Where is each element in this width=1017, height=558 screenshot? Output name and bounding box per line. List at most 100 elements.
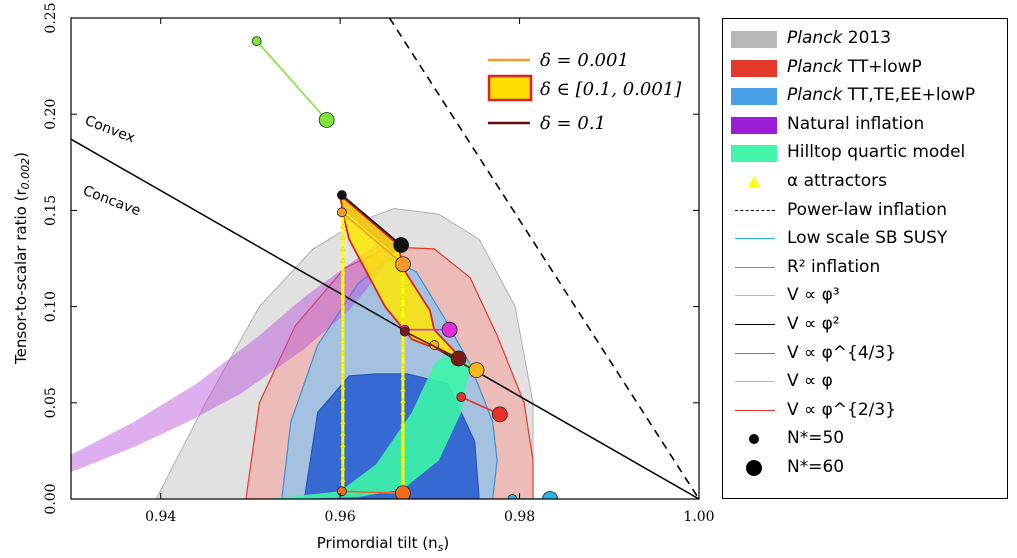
legend-triangle-marker: [748, 176, 760, 187]
alpha-attractor-marker: [400, 317, 406, 323]
confidence-regions: [71, 207, 534, 499]
alpha-attractor-marker: [400, 351, 406, 357]
series-point-0-n50: [251, 36, 262, 46]
legend-entry: V ∝ φ^{4/3}: [723, 340, 1007, 368]
alpha-attractor-marker: [339, 476, 346, 482]
alpha-attractor-marker: [339, 234, 346, 240]
region-natural-inflation: [71, 245, 394, 473]
legend-label: V ∝ φ^{2/3}: [787, 399, 897, 420]
alpha-attractor-marker: [400, 455, 406, 461]
alpha-attractor-marker: [339, 419, 346, 425]
legend-label: V ∝ φ^{4/3}: [787, 342, 897, 363]
inset-label-delta-01: δ = 0.1: [540, 113, 606, 134]
y-tick-label: 0.25: [43, 2, 59, 33]
legend-line: [735, 266, 775, 268]
series-point-4-n50: [456, 392, 467, 402]
series-point-4-n60: [491, 406, 508, 423]
legend-swatch: [731, 59, 777, 77]
alpha-attractor-marker: [400, 363, 406, 369]
inset-label-delta-range: δ ∈ [0.1, 0.001]: [540, 79, 682, 100]
alpha-attractor-marker: [400, 340, 406, 346]
legend-line: [735, 352, 775, 354]
alpha-attractor-marker: [339, 257, 346, 263]
alpha-attractor-marker: [339, 396, 346, 402]
legend-entry: V ∝ φ^{2/3}: [723, 397, 1007, 425]
legend-swatch: [731, 31, 777, 48]
alpha-attractor-marker: [339, 372, 346, 379]
alpha-attractor-marker: [400, 270, 406, 277]
legend-label: V ∝ φ: [787, 371, 833, 392]
legend-entry: Planck TT,TE,EE+lowP: [723, 82, 1007, 110]
alpha-attractor-marker: [339, 292, 346, 298]
annotation-convex: Convex: [83, 113, 137, 147]
alpha-attractor-marker: [400, 374, 406, 380]
legend-label: N*=50: [787, 428, 845, 449]
series-point-3-n60: [468, 362, 485, 378]
legend-label: V ∝ φ³: [787, 285, 840, 306]
alpha-attractor-marker: [339, 338, 346, 344]
legend-line: [735, 238, 775, 240]
y-axis-label: Tensor-to-scalar ratio (r0.002): [12, 152, 32, 365]
legend-swatch: [731, 88, 777, 106]
alpha-attractor-marker: [339, 269, 346, 275]
legend-label: Low scale SB SUSY: [787, 228, 948, 249]
legend-label: α attractors: [787, 171, 888, 191]
alpha-attractor-marker: [339, 430, 346, 436]
legend-entry: N*=50: [723, 425, 1007, 453]
alpha-attractor-marker: [400, 432, 406, 438]
legend-label: Natural inflation: [787, 113, 925, 134]
annotation-concave: Concave: [81, 183, 143, 220]
x-tick-label: 0.94: [145, 509, 176, 525]
alpha-attractor-marker: [339, 315, 346, 321]
series-line-7: [341, 490, 403, 495]
legend-entry: V ∝ φ²: [723, 311, 1007, 339]
alpha-attractor-marker: [339, 407, 346, 413]
series-point-5-n50: [337, 207, 347, 218]
legend-entry: V ∝ φ³: [723, 282, 1007, 310]
x-axis-label: Primordial tilt (ns): [317, 534, 449, 554]
legend-entry: N*=60: [723, 454, 1007, 482]
legend: Planck 2013 Planck TT+lowP Planck TT,TE,EE…: [722, 18, 1008, 499]
alpha-attractor-marker: [400, 478, 406, 484]
legend-line: [735, 409, 775, 411]
alpha-attractor-marker: [339, 245, 346, 252]
alpha-attractor-marker: [339, 361, 346, 367]
y-tick-label: 0.00: [43, 483, 59, 514]
legend-line: [735, 295, 775, 297]
alpha-attractor-marker: [339, 453, 346, 459]
y-tick-label: 0.15: [43, 195, 59, 226]
power-law-inflation-line: [388, 18, 699, 499]
alpha-attractor-marker: [400, 421, 406, 427]
alpha-attractor-marker: [339, 349, 346, 355]
series-point-6-n60: [450, 350, 467, 367]
plot-frame: [70, 17, 700, 500]
legend-entry: Power-law inflation: [723, 197, 1007, 225]
legend-line: [735, 324, 775, 325]
legend-label: Planck 2013: [787, 28, 892, 48]
legend-swatch: [731, 145, 777, 163]
y-tick-label: 0.10: [43, 291, 59, 322]
legend-label: Planck TT,TE,EE+lowP: [787, 85, 976, 106]
series-line-6: [404, 330, 459, 360]
series-point-7-n50: [337, 486, 347, 497]
inset-label-delta-001: δ = 0.001: [540, 50, 629, 71]
series-line-5: [341, 211, 404, 265]
legend-entry: R² inflation: [723, 254, 1007, 282]
series-point-1-n60: [393, 237, 410, 253]
alpha-attractor-marker: [400, 282, 406, 288]
alpha-attractor-marker: [400, 409, 406, 415]
x-tick-label: 1.00: [683, 509, 714, 525]
series-point-2-n60: [441, 321, 458, 338]
alpha-attractor-marker: [339, 303, 346, 309]
region-hilltop-quartic: [268, 348, 471, 499]
alpha-attractor-marker: [400, 386, 406, 392]
legend-entry: Natural inflation: [723, 111, 1007, 139]
legend-label: Hilltop quartic model: [787, 142, 966, 163]
legend-swatch: [731, 116, 777, 134]
legend-dashed-line: [735, 209, 775, 211]
alpha-attractor-marker: [339, 442, 346, 448]
model-overlays: [71, 18, 699, 499]
legend-dot-marker: [746, 460, 762, 476]
legend-entry: Planck 2013: [723, 25, 1007, 53]
